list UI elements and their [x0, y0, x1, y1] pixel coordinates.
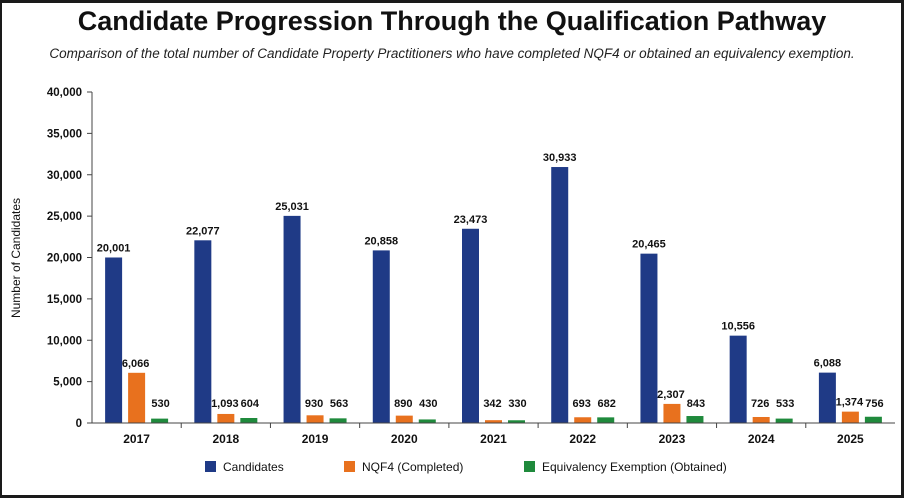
data-label: 930 [305, 398, 323, 410]
data-label: 1,374 [836, 397, 864, 409]
bar-nqf4-2025 [841, 411, 859, 423]
y-tick-label: 35,000 [47, 128, 82, 140]
bar-candidates-2022 [551, 167, 569, 423]
legend-swatch [205, 461, 216, 472]
data-label: 430 [419, 398, 437, 410]
x-tick-label: 2019 [302, 432, 329, 446]
bar-exemption-2019 [329, 418, 347, 423]
legend-label: NQF4 (Completed) [362, 460, 463, 474]
data-label: 23,473 [454, 214, 488, 226]
y-tick-label: 40,000 [47, 87, 82, 99]
data-label: 843 [687, 398, 705, 410]
bar-candidates-2024 [729, 335, 747, 423]
data-label: 2,307 [657, 389, 685, 401]
bar-exemption-2018 [240, 418, 258, 423]
x-tick-label: 2023 [659, 432, 686, 446]
bar-exemption-2020 [418, 419, 436, 423]
bar-nqf4-2018 [217, 413, 235, 423]
legend-swatch [524, 461, 535, 472]
bar-exemption-2021 [508, 420, 525, 423]
x-tick-label: 2018 [212, 432, 239, 446]
data-label: 330 [508, 398, 526, 410]
x-axis: 2017 2018 2019 2020 2021 2022 2023 2024 2025 [92, 422, 895, 446]
bar-candidates-2019 [283, 215, 301, 423]
data-label: 20,001 [97, 242, 131, 254]
data-label: 30,933 [543, 152, 577, 164]
bar-nqf4-2023 [663, 403, 681, 423]
bar-exemption-2022 [597, 417, 615, 423]
x-tick-label: 2017 [123, 432, 150, 446]
data-label: 530 [151, 398, 169, 410]
data-labels: 20,001 6,066 530 22,077 1,093 604 25,031 930 563… [97, 152, 884, 410]
chart-title: Candidate Progression Through the Qualif… [77, 6, 827, 36]
y-tick-label: 0 [76, 418, 82, 430]
data-label: 563 [330, 398, 348, 410]
data-label: 6,088 [814, 358, 842, 370]
data-label: 693 [573, 398, 591, 410]
y-tick-label: 30,000 [47, 170, 82, 182]
legend: Candidates NQF4 (Completed) Equivalency Ex… [205, 460, 727, 474]
data-label: 682 [598, 398, 616, 410]
data-label: 20,465 [632, 239, 666, 251]
data-label: 22,077 [186, 225, 220, 237]
bar-nqf4-2024 [752, 416, 770, 423]
y-axis: 0 5,000 10,000 15,000 20,000 25,000 30,000 35,0… [47, 87, 93, 430]
data-label: 25,031 [275, 201, 309, 213]
x-tick-label: 2020 [391, 432, 418, 446]
bar-candidates-2021 [462, 228, 479, 423]
y-tick-label: 20,000 [47, 253, 82, 265]
data-label: 533 [776, 398, 794, 410]
bar-nqf4-2017 [128, 372, 146, 423]
chart-subtitle: Comparison of the total number of Candid… [49, 46, 855, 61]
data-label: 6,066 [122, 358, 150, 370]
data-label: 756 [865, 398, 883, 410]
x-tick-label: 2022 [569, 432, 596, 446]
bar-candidates-2018 [194, 240, 212, 423]
data-label: 604 [241, 398, 260, 410]
y-tick-label: 25,000 [47, 211, 82, 223]
data-label: 342 [483, 398, 501, 410]
data-label: 10,556 [721, 321, 755, 333]
x-tick-label: 2024 [748, 432, 775, 446]
y-axis-label: Number of Candidates [9, 198, 23, 318]
bar-exemption-2025 [864, 416, 882, 423]
y-tick-label: 15,000 [47, 294, 82, 306]
x-tick-label: 2025 [837, 432, 864, 446]
bars [105, 167, 882, 423]
bar-candidates-2017 [105, 257, 123, 423]
data-label: 1,093 [211, 398, 239, 410]
x-tick-label: 2021 [480, 432, 507, 446]
bar-nqf4-2020 [395, 415, 413, 423]
data-label: 20,858 [364, 235, 398, 247]
y-tick-label: 10,000 [47, 335, 82, 347]
legend-swatch [344, 461, 355, 472]
bar-candidates-2025 [818, 372, 836, 423]
bar-nqf4-2021 [485, 420, 502, 423]
legend-label: Equivalency Exemption (Obtained) [542, 460, 727, 474]
legend-label: Candidates [223, 460, 284, 474]
bar-nqf4-2019 [306, 415, 324, 423]
bar-exemption-2017 [151, 418, 169, 423]
y-tick-label: 5,000 [53, 377, 82, 389]
bar-candidates-2020 [372, 250, 390, 423]
data-label: 726 [751, 398, 769, 410]
bar-exemption-2023 [686, 416, 704, 423]
bar-exemption-2024 [775, 418, 793, 423]
bar-candidates-2023 [640, 253, 658, 423]
bar-nqf4-2022 [574, 417, 592, 423]
data-label: 890 [394, 398, 412, 410]
